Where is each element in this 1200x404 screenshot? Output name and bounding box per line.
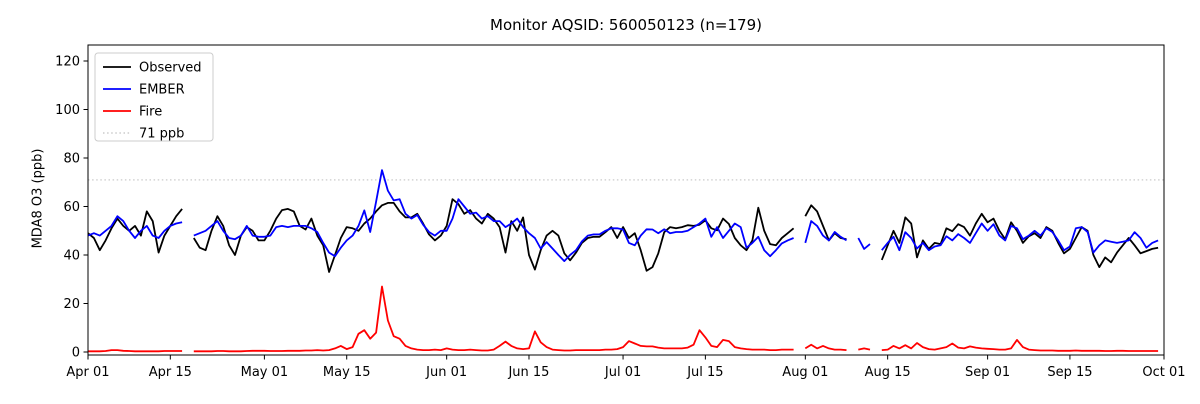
y-axis-label: MDA8 O3 (ppb) <box>30 148 46 249</box>
plot-border <box>87 44 1165 356</box>
y-tick-label: 20 <box>63 297 80 312</box>
x-tick-label: Sep 01 <box>965 365 1010 380</box>
legend <box>94 52 214 142</box>
legend-item-observed: Observed <box>139 61 202 76</box>
observed-line <box>87 198 1159 273</box>
x-tick-label: Jul 15 <box>686 365 723 380</box>
x-tick-label: Jun 01 <box>425 365 467 380</box>
y-tick-label: 0 <box>72 346 80 361</box>
x-tick-label: May 15 <box>323 365 371 380</box>
fire-line <box>88 285 1159 353</box>
x-tick-label: Apr 15 <box>149 365 192 380</box>
x-tick-label: Sep 15 <box>1047 365 1092 380</box>
x-tick-label: Aug 15 <box>865 365 911 380</box>
x-tick-label: Aug 01 <box>782 365 828 380</box>
ember-line <box>87 169 1159 262</box>
legend-item-fire: Fire <box>139 105 162 120</box>
y-tick-label: 80 <box>63 152 80 167</box>
chart-title: Monitor AQSID: 560050123 (n=179) <box>490 16 762 34</box>
x-tick-label: May 01 <box>241 365 289 380</box>
y-tick-label: 40 <box>63 249 80 264</box>
y-tick-label: 120 <box>55 55 80 70</box>
x-tick-label: Jul 01 <box>604 365 641 380</box>
y-tick-label: 60 <box>63 200 80 215</box>
x-tick-label: Oct 01 <box>1142 365 1185 380</box>
x-tick-label: Jun 15 <box>507 365 549 380</box>
x-tick-label: Apr 01 <box>66 365 109 380</box>
legend-item-ember: EMBER <box>139 83 185 98</box>
y-tick-label: 100 <box>55 103 80 118</box>
legend-item-71-ppb: 71 ppb <box>139 127 184 142</box>
